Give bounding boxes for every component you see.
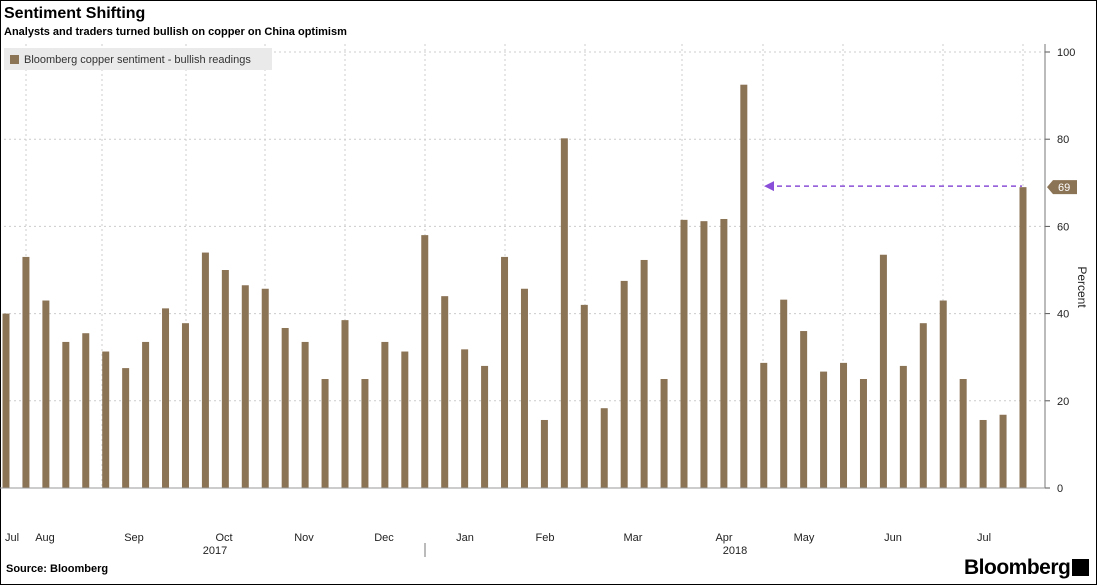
annotations: 69: [764, 180, 1077, 195]
bar: [241, 285, 249, 488]
x-tick-label: Jun: [884, 532, 902, 544]
bar: [939, 300, 947, 488]
bar: [142, 341, 150, 488]
x-tick-label: Feb: [536, 532, 555, 544]
y-axis-title: Percent: [1075, 266, 1089, 308]
y-tick-label: 60: [1057, 221, 1069, 233]
bar: [700, 221, 708, 489]
bar: [760, 362, 768, 488]
bar: [560, 138, 568, 488]
bars: [2, 84, 1027, 489]
bar: [501, 256, 509, 488]
bar: [2, 313, 10, 488]
bar: [82, 333, 90, 488]
bar: [999, 414, 1007, 488]
x-tick-label: Dec: [374, 532, 394, 544]
bar: [181, 323, 189, 488]
year-label: 2017: [203, 545, 227, 557]
value-tag-label: 69: [1058, 182, 1070, 194]
bar: [859, 379, 867, 488]
bar: [62, 341, 70, 488]
y-tick-label: 20: [1057, 396, 1069, 408]
bar: [221, 270, 229, 488]
bar: [361, 379, 369, 488]
y-tick-label: 40: [1057, 309, 1069, 321]
bar: [441, 296, 449, 488]
bar: [720, 218, 728, 489]
legend-swatch: [10, 55, 19, 64]
legend: Bloomberg copper sentiment - bullish rea…: [4, 48, 272, 70]
bar: [800, 331, 808, 488]
bar: [381, 341, 389, 488]
bar: [401, 351, 409, 488]
bar: [421, 235, 429, 488]
bar: [102, 351, 110, 488]
bar: [321, 379, 329, 488]
bar: [281, 327, 289, 488]
bar: [680, 219, 688, 489]
legend-box: [4, 48, 272, 70]
bar: [301, 341, 309, 488]
x-tick-label: Jul: [977, 532, 991, 544]
bar: [42, 300, 50, 488]
bar: [122, 368, 130, 488]
bar: [979, 419, 987, 488]
bar: [1019, 187, 1027, 488]
bar: [820, 371, 828, 488]
x-tick-label: Aug: [35, 532, 55, 544]
bar: [201, 252, 209, 488]
year-label: 2018: [723, 545, 747, 557]
bar: [600, 408, 608, 488]
value-tag-box: [1047, 180, 1077, 195]
bar: [959, 379, 967, 488]
x-tick-label: Jul: [5, 532, 19, 544]
bar: [341, 320, 349, 488]
bloomberg-logo: Bloomberg: [964, 556, 1071, 579]
x-tick-label: Oct: [215, 532, 232, 544]
x-tick-label: May: [794, 532, 815, 544]
y-tick-label: 0: [1057, 483, 1063, 495]
bar: [481, 365, 489, 488]
chart-subtitle: Analysts and traders turned bullish on c…: [4, 26, 347, 38]
bar: [879, 254, 887, 488]
x-tick-label: Sep: [124, 532, 144, 544]
x-tick-label: Nov: [294, 532, 314, 544]
bar: [740, 84, 748, 488]
x-tick-label: Mar: [624, 532, 643, 544]
bar: [899, 365, 907, 488]
bar: [919, 323, 927, 488]
bar: [640, 259, 648, 488]
y-tick-label: 80: [1057, 134, 1069, 146]
bar: [620, 280, 628, 488]
bar: [461, 349, 469, 488]
bar: [261, 288, 269, 488]
bar: [780, 299, 788, 488]
bloomberg-logo-icon: [1072, 559, 1089, 576]
x-tick-label: Jan: [456, 532, 474, 544]
reference-arrow-head: [764, 181, 774, 192]
bar: [580, 304, 588, 488]
bar: [520, 288, 528, 488]
bar: [660, 379, 668, 488]
legend-label: Bloomberg copper sentiment - bullish rea…: [24, 54, 251, 66]
axes: 0 20 40 60 80 100 Percent Jul Aug Sep Oct Nov Dec Jan…: [0, 44, 1089, 557]
x-tick-label: Apr: [715, 532, 732, 544]
chart-title: Sentiment Shifting: [4, 5, 146, 22]
bar: [840, 362, 848, 488]
y-tick-label: 100: [1057, 47, 1075, 59]
source-note: Source: Bloomberg: [6, 563, 109, 575]
bar: [22, 256, 30, 488]
bar: [540, 419, 548, 488]
bar: [162, 308, 170, 488]
